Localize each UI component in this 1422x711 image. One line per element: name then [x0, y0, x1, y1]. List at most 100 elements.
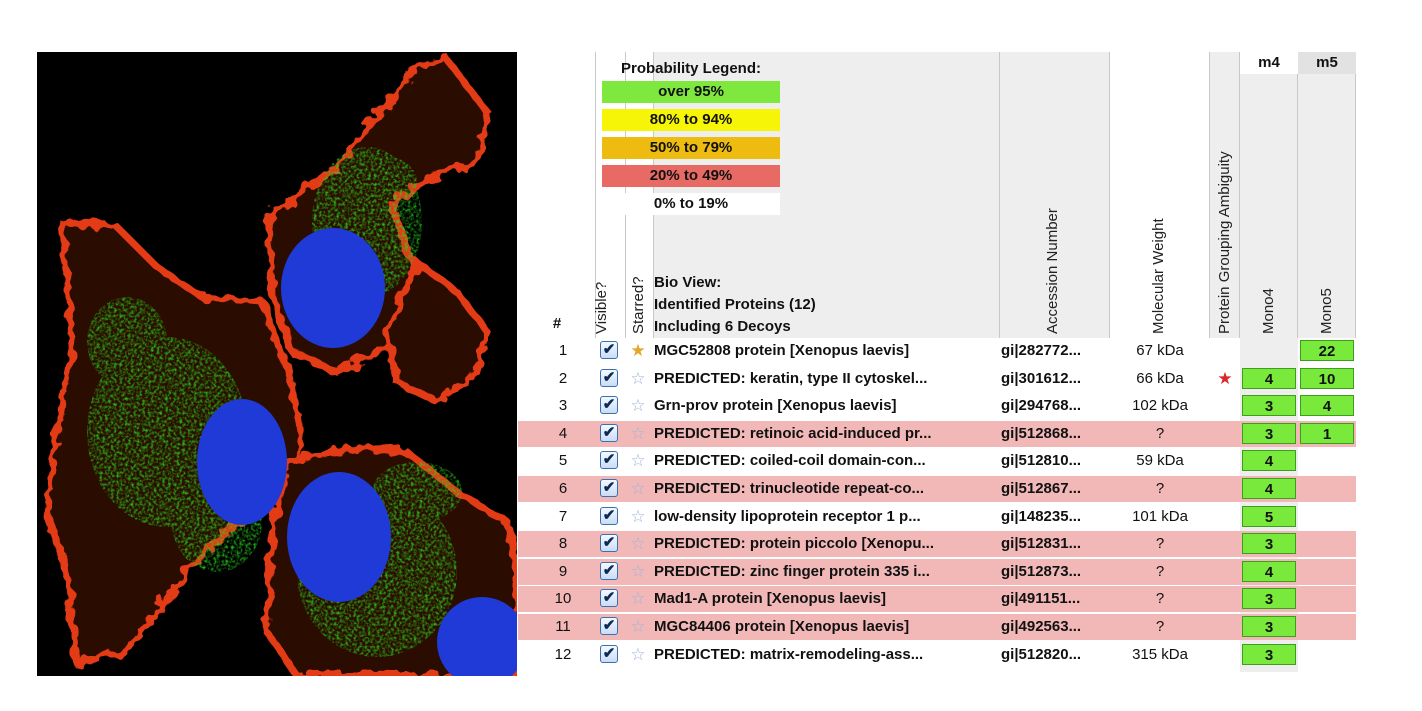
protein-name: MGC84406 protein [Xenopus laevis]: [654, 618, 910, 635]
mono4-count: 4: [1242, 478, 1296, 499]
row-number: 2: [558, 369, 568, 387]
star-outline-icon[interactable]: ☆: [630, 506, 646, 526]
visible-checkbox[interactable]: ✔: [600, 561, 618, 580]
star-outline-icon[interactable]: ☆: [630, 368, 646, 388]
molecular-weight: 315 kDa: [1132, 645, 1188, 663]
ambiguity-star-icon: [1210, 586, 1240, 612]
ambiguity-star-icon: [1210, 393, 1240, 419]
ambiguity-star-icon: [1210, 642, 1240, 668]
accession-number: gi|294768...: [1001, 397, 1082, 415]
protein-name: PREDICTED: trinucleotide repeat-co...: [654, 480, 925, 497]
row-number: 9: [558, 562, 568, 580]
star-outline-icon[interactable]: ☆: [630, 617, 646, 636]
visible-checkbox[interactable]: ✔: [600, 451, 618, 470]
visible-checkbox[interactable]: ✔: [600, 396, 618, 415]
bio-view-summary: Bio View: Identified Proteins (12) Inclu…: [654, 272, 816, 338]
ambiguity-star-icon: [1210, 476, 1240, 502]
molecular-weight: 101 kDa: [1132, 507, 1188, 525]
star-outline-icon[interactable]: ☆: [630, 561, 646, 581]
star-outline-icon[interactable]: ☆: [630, 589, 646, 609]
star-outline-icon[interactable]: ☆: [630, 644, 646, 664]
table-row[interactable]: 8 ✔ ☆ PREDICTED: protein piccolo [Xenopu...…: [518, 531, 1356, 558]
molecular-weight: ?: [1155, 562, 1165, 580]
accession-number: gi|512873...: [1001, 562, 1082, 580]
protein-name: Mad1-A protein [Xenopus laevis]: [654, 590, 886, 608]
star-outline-icon[interactable]: ☆: [630, 479, 646, 498]
star-outline-icon[interactable]: ☆: [630, 534, 646, 554]
header-num[interactable]: #: [518, 52, 596, 338]
table-row[interactable]: 4 ✔ ☆ PREDICTED: retinoic acid-induced pr..…: [518, 420, 1356, 447]
ambiguity-star-icon: [1210, 559, 1240, 585]
cell-fluorescence-image: [37, 52, 517, 676]
molecular-weight: 67 kDa: [1136, 342, 1184, 359]
molecular-weight: 102 kDa: [1132, 397, 1188, 415]
mono4-count: 3: [1242, 422, 1296, 444]
header-mol-weight[interactable]: Molecular Weight: [1110, 52, 1210, 338]
molecular-weight: ?: [1155, 618, 1165, 635]
ambiguity-star-icon: ★: [1217, 368, 1233, 388]
header-m5[interactable]: Mono5: [1298, 52, 1356, 338]
mono4-count: 3: [1242, 395, 1296, 417]
protein-name: PREDICTED: coiled-coil domain-con...: [654, 452, 926, 470]
visible-checkbox[interactable]: ✔: [600, 368, 618, 387]
visible-checkbox[interactable]: ✔: [600, 423, 618, 442]
visible-checkbox[interactable]: ✔: [600, 479, 618, 497]
visible-checkbox[interactable]: ✔: [600, 644, 618, 663]
protein-name: low-density lipoprotein receptor 1 p...: [654, 507, 921, 525]
table-row[interactable]: 7 ✔ ☆ low-density lipoprotein receptor 1 p.…: [518, 504, 1356, 530]
legend-title: Probability Legend:: [620, 60, 761, 77]
visible-checkbox[interactable]: ✔: [600, 341, 618, 359]
protein-name: MGC52808 protein [Xenopus laevis]: [654, 342, 910, 359]
table-row[interactable]: 3 ✔ ☆ Grn-prov protein [Xenopus laevis] gi|2…: [518, 393, 1356, 419]
mono4-count: 3: [1242, 616, 1296, 637]
protein-name: PREDICTED: retinoic acid-induced pr...: [654, 424, 932, 442]
row-number: 4: [558, 424, 568, 442]
header-m4[interactable]: Mono4: [1240, 52, 1298, 338]
protein-name: PREDICTED: keratin, type II cytoskel...: [654, 369, 928, 387]
ambiguity-star-icon: [1210, 531, 1240, 557]
table-row[interactable]: 5 ✔ ☆ PREDICTED: coiled-coil domain-con... g…: [518, 448, 1356, 474]
header-ambiguity[interactable]: Protein Grouping Ambiguity: [1210, 52, 1240, 338]
visible-checkbox[interactable]: ✔: [600, 506, 618, 525]
mono4-count: 3: [1242, 643, 1296, 665]
table-row[interactable]: 2 ✔ ☆ PREDICTED: keratin, type II cytoskel.…: [518, 366, 1356, 392]
protein-name: Grn-prov protein [Xenopus laevis]: [654, 397, 897, 415]
molecular-weight: ?: [1155, 480, 1165, 497]
table-row[interactable]: 1 ✔ ★ MGC52808 protein [Xenopus laevis] gi|2…: [518, 338, 1356, 364]
legend-swatch: over 95%: [602, 81, 780, 103]
molecular-weight: ?: [1155, 590, 1165, 608]
table-row[interactable]: 10 ✔ ☆ Mad1-A protein [Xenopus laevis] gi|49…: [518, 586, 1356, 613]
accession-number: gi|512868...: [1001, 424, 1082, 442]
accession-number: gi|301612...: [1001, 369, 1082, 387]
decoys-count: Including 6 Decoys: [654, 318, 791, 335]
mono4-count: 4: [1242, 367, 1296, 389]
header-m5-label: Mono5: [1318, 288, 1335, 334]
mono4-count: 4: [1242, 450, 1296, 472]
protein-name: PREDICTED: zinc finger protein 335 i...: [654, 562, 930, 580]
star-outline-icon[interactable]: ☆: [630, 423, 646, 443]
legend-swatch: 50% to 79%: [602, 137, 780, 159]
ambiguity-star-icon: [1210, 504, 1240, 530]
visible-checkbox[interactable]: ✔: [600, 589, 618, 608]
star-outline-icon[interactable]: ☆: [630, 396, 646, 416]
table-row[interactable]: 11 ✔ ☆ MGC84406 protein [Xenopus laevis] gi|…: [518, 614, 1356, 640]
microscopy-image: [37, 52, 517, 676]
mono5-count: 1: [1300, 422, 1354, 444]
ambiguity-star-icon: [1210, 448, 1240, 474]
mono5-count: 22: [1300, 340, 1354, 361]
mono5-count: 10: [1300, 367, 1354, 389]
row-number: 10: [554, 590, 572, 608]
visible-checkbox[interactable]: ✔: [600, 617, 618, 635]
protein-name: PREDICTED: protein piccolo [Xenopu...: [654, 535, 935, 553]
star-filled-icon[interactable]: ★: [630, 341, 646, 360]
bio-view-label: Bio View:: [654, 274, 722, 291]
accession-number: gi|148235...: [1001, 507, 1082, 525]
table-row[interactable]: 9 ✔ ☆ PREDICTED: zinc finger protein 335 i.…: [518, 558, 1356, 585]
table-row[interactable]: 12 ✔ ☆ PREDICTED: matrix-remodeling-ass... g…: [518, 642, 1356, 668]
accession-number: gi|512810...: [1001, 452, 1082, 470]
star-outline-icon[interactable]: ☆: [630, 451, 646, 471]
visible-checkbox[interactable]: ✔: [600, 534, 618, 553]
table-row[interactable]: 6 ✔ ☆ PREDICTED: trinucleotide repeat-co...…: [518, 476, 1356, 502]
header-accession[interactable]: Accession Number: [1000, 52, 1110, 338]
row-number: 5: [558, 452, 568, 470]
